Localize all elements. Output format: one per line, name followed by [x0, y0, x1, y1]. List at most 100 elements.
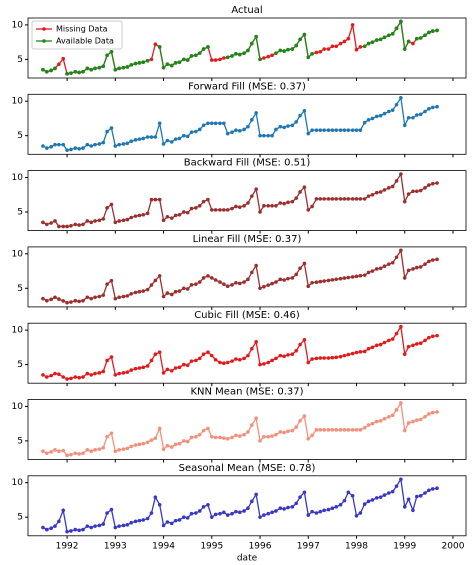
point [101, 369, 106, 374]
point [402, 276, 407, 280]
point [177, 60, 182, 64]
point [430, 258, 435, 262]
point [117, 371, 121, 376]
point [113, 220, 118, 225]
point [121, 65, 126, 70]
point [89, 220, 93, 225]
point [326, 428, 331, 432]
point [149, 57, 154, 62]
panel-frame [27, 93, 467, 155]
point [57, 449, 61, 454]
point [394, 484, 399, 488]
point [362, 120, 367, 125]
panel-frame [27, 475, 467, 537]
point [310, 204, 314, 209]
point [435, 333, 439, 338]
point [414, 113, 419, 117]
point [141, 518, 146, 522]
point [266, 434, 271, 439]
point [237, 357, 242, 362]
point [350, 128, 355, 132]
point [77, 70, 81, 75]
point [173, 137, 178, 141]
point [254, 416, 258, 420]
point [354, 350, 359, 355]
point [282, 354, 286, 359]
point [225, 208, 230, 212]
point [93, 295, 97, 300]
point [197, 432, 202, 437]
point [121, 218, 126, 223]
point [435, 486, 439, 491]
point [294, 196, 299, 200]
point [133, 443, 138, 447]
point [73, 298, 78, 303]
point [57, 519, 61, 524]
point [194, 206, 198, 210]
point [418, 494, 423, 498]
point [382, 35, 387, 40]
point [242, 509, 246, 513]
point [234, 52, 238, 56]
point [378, 495, 383, 499]
point [105, 129, 109, 134]
point [350, 275, 355, 279]
point [189, 511, 194, 516]
point [189, 283, 194, 287]
point [274, 127, 278, 132]
point [137, 442, 142, 447]
point [314, 356, 319, 361]
point [350, 197, 355, 201]
point [430, 105, 435, 110]
point [69, 376, 73, 381]
panel-title: KNN Mean (MSE: 0.37) [190, 387, 303, 398]
point [81, 222, 85, 227]
point [387, 33, 391, 38]
point [382, 111, 387, 116]
point [201, 352, 206, 357]
point [298, 113, 302, 118]
point [101, 445, 106, 450]
point [366, 499, 371, 504]
point [222, 208, 226, 212]
point [435, 104, 439, 109]
point [399, 477, 403, 482]
point [169, 63, 174, 68]
point [53, 371, 57, 376]
point [286, 200, 290, 205]
point [366, 41, 371, 46]
point [53, 142, 57, 147]
point [49, 526, 53, 531]
legend-box [31, 20, 123, 50]
point [73, 222, 78, 227]
point [165, 443, 170, 448]
point [406, 39, 411, 44]
point [45, 222, 49, 227]
point [266, 203, 271, 208]
point [137, 213, 142, 218]
point [258, 362, 262, 367]
point [213, 512, 218, 517]
point [358, 428, 363, 432]
point [177, 136, 182, 141]
point [73, 146, 78, 150]
point [149, 438, 154, 442]
point [157, 426, 162, 431]
point [45, 146, 49, 150]
point [290, 428, 295, 433]
point [145, 287, 150, 292]
point [213, 278, 218, 282]
point [430, 29, 435, 33]
point [93, 524, 97, 528]
point [290, 123, 295, 128]
point [266, 133, 271, 138]
point [69, 223, 73, 228]
point [246, 506, 250, 511]
point [169, 445, 174, 449]
point [133, 366, 138, 371]
point [153, 436, 158, 440]
point [209, 434, 214, 439]
point [294, 348, 299, 353]
point [370, 498, 375, 502]
